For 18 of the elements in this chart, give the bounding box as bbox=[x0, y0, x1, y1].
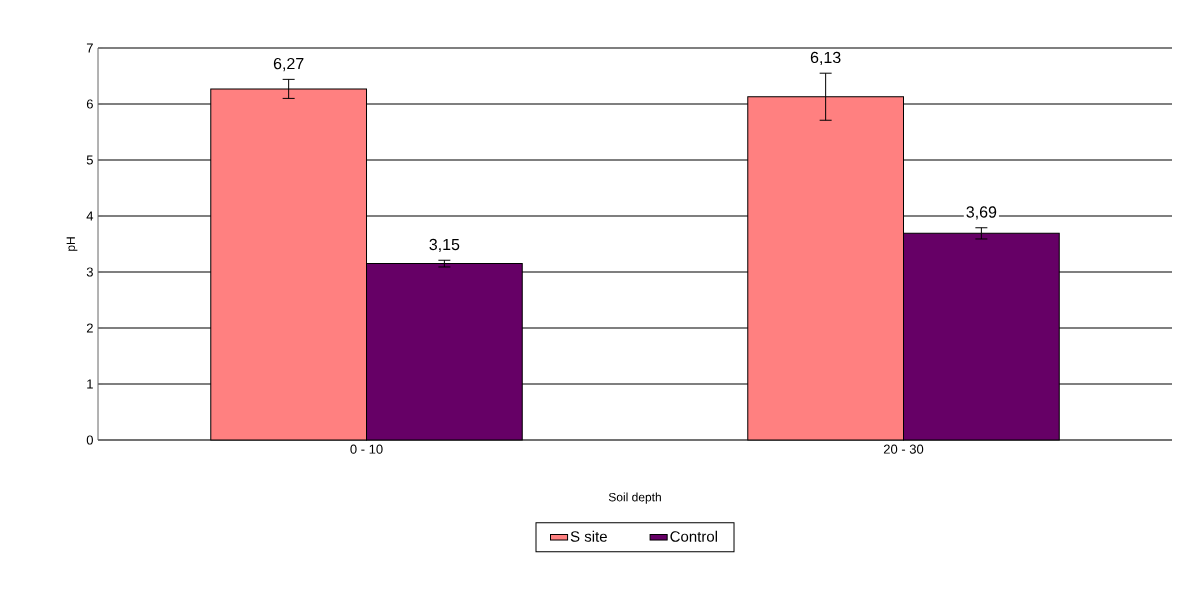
y-tick-label: 5 bbox=[86, 155, 93, 165]
x-tick-label: 20 - 30 bbox=[883, 444, 924, 454]
data-label: 3,69 bbox=[966, 206, 997, 220]
x-tick-label: 0 - 10 bbox=[350, 444, 383, 454]
legend-label: S site bbox=[570, 530, 607, 542]
y-axis-title: pH bbox=[66, 237, 78, 251]
y-tick-label: 6 bbox=[86, 99, 93, 109]
y-tick-label: 2 bbox=[86, 323, 93, 333]
data-label: 3,15 bbox=[429, 238, 460, 253]
y-tick-label: 1 bbox=[87, 379, 93, 389]
y-tick-label: 7 bbox=[86, 43, 93, 53]
y-tick-label: 4 bbox=[86, 211, 94, 221]
y-tick-label: 3 bbox=[86, 267, 93, 277]
y-tick-label: 0 bbox=[86, 435, 93, 445]
data-label: 6,27 bbox=[273, 57, 304, 72]
x-axis-title: Soil depth bbox=[608, 492, 661, 504]
legend-label: Control bbox=[670, 530, 717, 542]
data-label: 6,13 bbox=[810, 51, 841, 65]
